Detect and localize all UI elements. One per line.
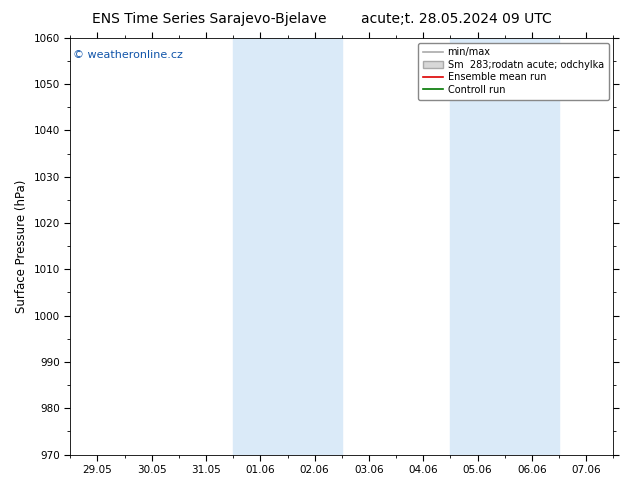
Bar [451,38,559,455]
Text: ENS Time Series Sarajevo-Bjelave: ENS Time Series Sarajevo-Bjelave [92,12,327,26]
Y-axis label: Surface Pressure (hPa): Surface Pressure (hPa) [15,179,28,313]
Text: © weatheronline.cz: © weatheronline.cz [73,50,183,60]
Legend: min/max, Sm  283;rodatn acute; odchylka, Ensemble mean run, Controll run: min/max, Sm 283;rodatn acute; odchylka, … [418,43,609,99]
Bar [233,38,342,455]
Text: acute;t. 28.05.2024 09 UTC: acute;t. 28.05.2024 09 UTC [361,12,552,26]
